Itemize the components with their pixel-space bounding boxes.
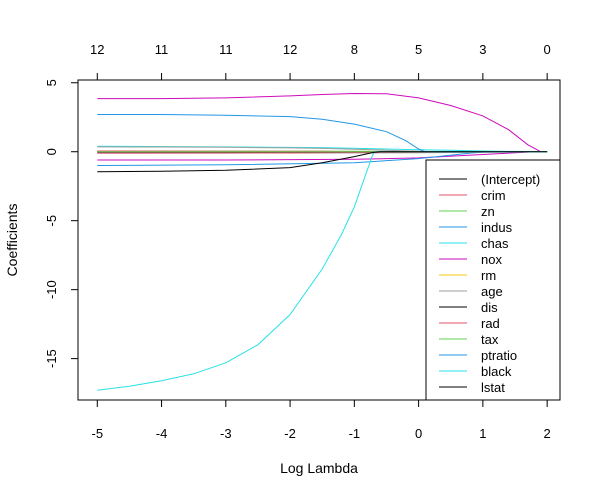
legend-label: rad <box>481 316 500 331</box>
legend-label: black <box>481 364 512 379</box>
y-axis: -15 -10 -5 0 5 <box>44 79 79 368</box>
coefficient-line-nox <box>97 92 541 153</box>
y-tick-label: -5 <box>44 215 59 227</box>
legend-label: (Intercept) <box>481 172 540 187</box>
legend-label: age <box>481 284 503 299</box>
x-tick-label: 2 <box>544 426 551 441</box>
x-tick-label: -2 <box>284 426 296 441</box>
legend-label: lstat <box>481 380 505 395</box>
coefficient-line-black <box>97 151 548 391</box>
legend-label: rm <box>481 268 496 283</box>
legend-label: ptratio <box>481 348 517 363</box>
y-tick-label: 0 <box>44 148 59 155</box>
x-tick-label: -1 <box>349 426 361 441</box>
legend-label: tax <box>481 332 499 347</box>
x-tick-label: -4 <box>156 426 168 441</box>
top-tick-label: 12 <box>283 42 297 57</box>
x-tick-label: 0 <box>415 426 422 441</box>
legend-label: indus <box>481 220 513 235</box>
legend-label: dis <box>481 300 498 315</box>
coefficient-lines <box>97 92 548 391</box>
x-tick-label: 1 <box>479 426 486 441</box>
y-axis-title: Coefficients <box>4 204 20 277</box>
y-tick-label: -15 <box>44 349 59 368</box>
x-axis: -5 -4 -3 -2 -1 0 1 2 <box>91 399 551 441</box>
legend-box <box>425 159 561 401</box>
top-tick-label: 3 <box>479 42 486 57</box>
top-tick-label: 12 <box>90 42 104 57</box>
coefficient-line-lstat <box>97 151 548 173</box>
y-tick-label: 5 <box>44 79 59 86</box>
legend-label: chas <box>481 236 509 251</box>
top-tick-label: 5 <box>415 42 422 57</box>
x-tick-label: -5 <box>91 426 103 441</box>
top-tick-label: 11 <box>219 42 233 57</box>
top-axis: 12 11 11 12 8 5 3 0 <box>90 42 551 81</box>
x-axis-title: Log Lambda <box>280 460 358 476</box>
x-tick-label: -3 <box>220 426 232 441</box>
top-tick-label: 0 <box>544 42 551 57</box>
legend-label: nox <box>481 252 502 267</box>
y-tick-label: -10 <box>44 280 59 299</box>
top-tick-label: 11 <box>155 42 169 57</box>
legend-label: zn <box>481 204 495 219</box>
top-tick-label: 8 <box>351 42 358 57</box>
legend-label: crim <box>481 188 506 203</box>
legend: (Intercept)crimzninduschasnoxrmagedisrad… <box>425 159 561 401</box>
coefficient-line-ptratio <box>97 114 548 153</box>
